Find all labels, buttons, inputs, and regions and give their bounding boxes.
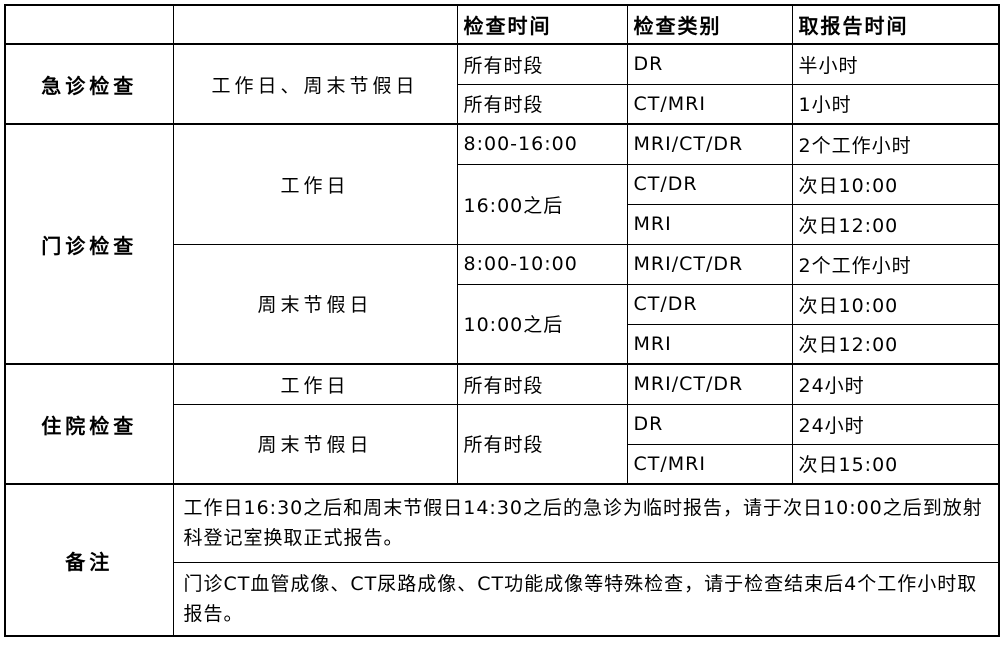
header-exam-category: 检查类别 [626, 4, 793, 45]
inpatient-weekend-time: 所有时段 [456, 403, 628, 485]
outpatient-weekday-after-row1-category: CT/DR [626, 163, 793, 205]
outpatient-weekend-after-row1-category: CT/DR [626, 283, 793, 325]
inpatient-section-label: 住院检查 [4, 363, 174, 485]
outpatient-weekday-first-time: 8:00-16:00 [456, 123, 628, 165]
outpatient-weekend-after-row2-report: 次日12:00 [791, 323, 1000, 365]
inpatient-weekday-time: 所有时段 [456, 363, 628, 405]
outpatient-weekend-first-category: MRI/CT/DR [626, 243, 793, 285]
outpatient-weekday-after-time: 16:00之后 [456, 163, 628, 245]
header-spacer-cell-1 [4, 4, 174, 45]
outpatient-weekend-after-row1-report: 次日10:00 [791, 283, 1000, 325]
emergency-section-label: 急诊检查 [4, 43, 174, 125]
outpatient-section-label: 门诊检查 [4, 123, 174, 365]
inpatient-weekend-row1-report: 24小时 [791, 403, 1000, 445]
exam-report-schedule-table: 检查时间 检查类别 取报告时间 急诊检查 工作日、周末节假日 所有时段 DR 半… [4, 4, 1000, 637]
emergency-row1-category: DR [626, 43, 793, 85]
outpatient-weekday-after-row2-category: MRI [626, 203, 793, 245]
outpatient-weekend-after-row2-category: MRI [626, 323, 793, 365]
notes-label: 备注 [4, 483, 174, 637]
outpatient-weekend-first-time: 8:00-10:00 [456, 243, 628, 285]
emergency-row1-report: 半小时 [791, 43, 1000, 85]
outpatient-weekday-first-category: MRI/CT/DR [626, 123, 793, 165]
header-spacer-cell-2 [172, 4, 458, 45]
outpatient-weekday-days: 工作日 [172, 123, 458, 245]
outpatient-weekday-after-row2-report: 次日12:00 [791, 203, 1000, 245]
outpatient-weekday-first-report: 2个工作小时 [791, 123, 1000, 165]
emergency-row2-report: 1小时 [791, 83, 1000, 125]
inpatient-weekday-days: 工作日 [172, 363, 458, 405]
emergency-row1-time: 所有时段 [456, 43, 628, 85]
note-2: 门诊CT血管成像、CT尿路成像、CT功能成像等特殊检查，请于检查结束后4个工作小… [172, 561, 1000, 637]
inpatient-weekend-days: 周末节假日 [172, 403, 458, 485]
emergency-days: 工作日、周末节假日 [172, 43, 458, 125]
outpatient-weekend-days: 周末节假日 [172, 243, 458, 365]
outpatient-weekday-after-row1-report: 次日10:00 [791, 163, 1000, 205]
inpatient-weekend-row1-category: DR [626, 403, 793, 445]
emergency-row2-category: CT/MRI [626, 83, 793, 125]
outpatient-weekend-after-time: 10:00之后 [456, 283, 628, 365]
header-exam-time: 检查时间 [456, 4, 628, 45]
inpatient-weekday-report: 24小时 [791, 363, 1000, 405]
outpatient-weekend-first-report: 2个工作小时 [791, 243, 1000, 285]
note-1: 工作日16:30之后和周末节假日14:30之后的急诊为临时报告，请于次日10:0… [172, 483, 1000, 563]
header-report-time: 取报告时间 [791, 4, 1000, 45]
inpatient-weekend-row2-category: CT/MRI [626, 443, 793, 485]
inpatient-weekday-category: MRI/CT/DR [626, 363, 793, 405]
inpatient-weekend-row2-report: 次日15:00 [791, 443, 1000, 485]
emergency-row2-time: 所有时段 [456, 83, 628, 125]
